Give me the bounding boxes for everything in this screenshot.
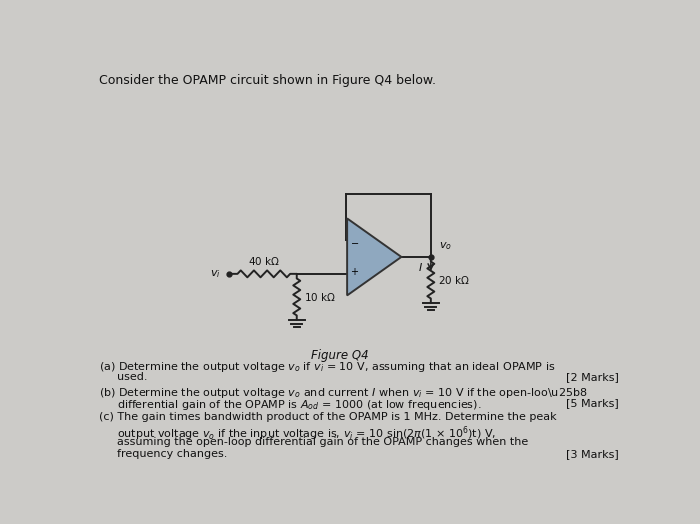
Text: differential gain of the OPAMP is $A_{od}$ = 1000 (at low frequencies).: differential gain of the OPAMP is $A_{od… — [117, 398, 482, 412]
Text: $+$: $+$ — [351, 266, 359, 277]
Text: [2 Marks]: [2 Marks] — [566, 372, 618, 383]
Text: (b) Determine the output voltage $v_o$ and current $I$ when $v_i$ = 10 V if the : (b) Determine the output voltage $v_o$ a… — [99, 386, 588, 400]
Text: $I$: $I$ — [418, 261, 423, 273]
Text: Consider the OPAMP circuit shown in Figure Q4 below.: Consider the OPAMP circuit shown in Figu… — [99, 74, 436, 86]
Polygon shape — [347, 219, 401, 296]
Text: 10 k$\Omega$: 10 k$\Omega$ — [304, 291, 336, 303]
Text: $-$: $-$ — [350, 237, 359, 247]
Text: (a) Determine the output voltage $v_o$ if $v_i$ = 10 V, assuming that an ideal O: (a) Determine the output voltage $v_o$ i… — [99, 360, 556, 374]
Text: frequency changes.: frequency changes. — [117, 449, 228, 459]
Text: [3 Marks]: [3 Marks] — [566, 449, 618, 459]
Text: Figure Q4: Figure Q4 — [311, 350, 368, 362]
Text: used.: used. — [117, 372, 148, 383]
Text: [5 Marks]: [5 Marks] — [566, 398, 618, 408]
Text: 20 k$\Omega$: 20 k$\Omega$ — [438, 274, 470, 286]
Text: $v_i$: $v_i$ — [210, 268, 220, 280]
Text: output voltage $v_o$ if the input voltage is, $v_i$ = 10 sin(2$\pi$(1 $\times$ 1: output voltage $v_o$ if the input voltag… — [117, 424, 496, 443]
Text: $v_o$: $v_o$ — [439, 241, 452, 252]
Text: 40 k$\Omega$: 40 k$\Omega$ — [248, 255, 280, 267]
Text: assuming the open-loop differential gain of the OPAMP changes when the: assuming the open-loop differential gain… — [117, 436, 528, 447]
Text: (c) The gain times bandwidth product of the OPAMP is 1 MHz. Determine the peak: (c) The gain times bandwidth product of … — [99, 412, 556, 422]
